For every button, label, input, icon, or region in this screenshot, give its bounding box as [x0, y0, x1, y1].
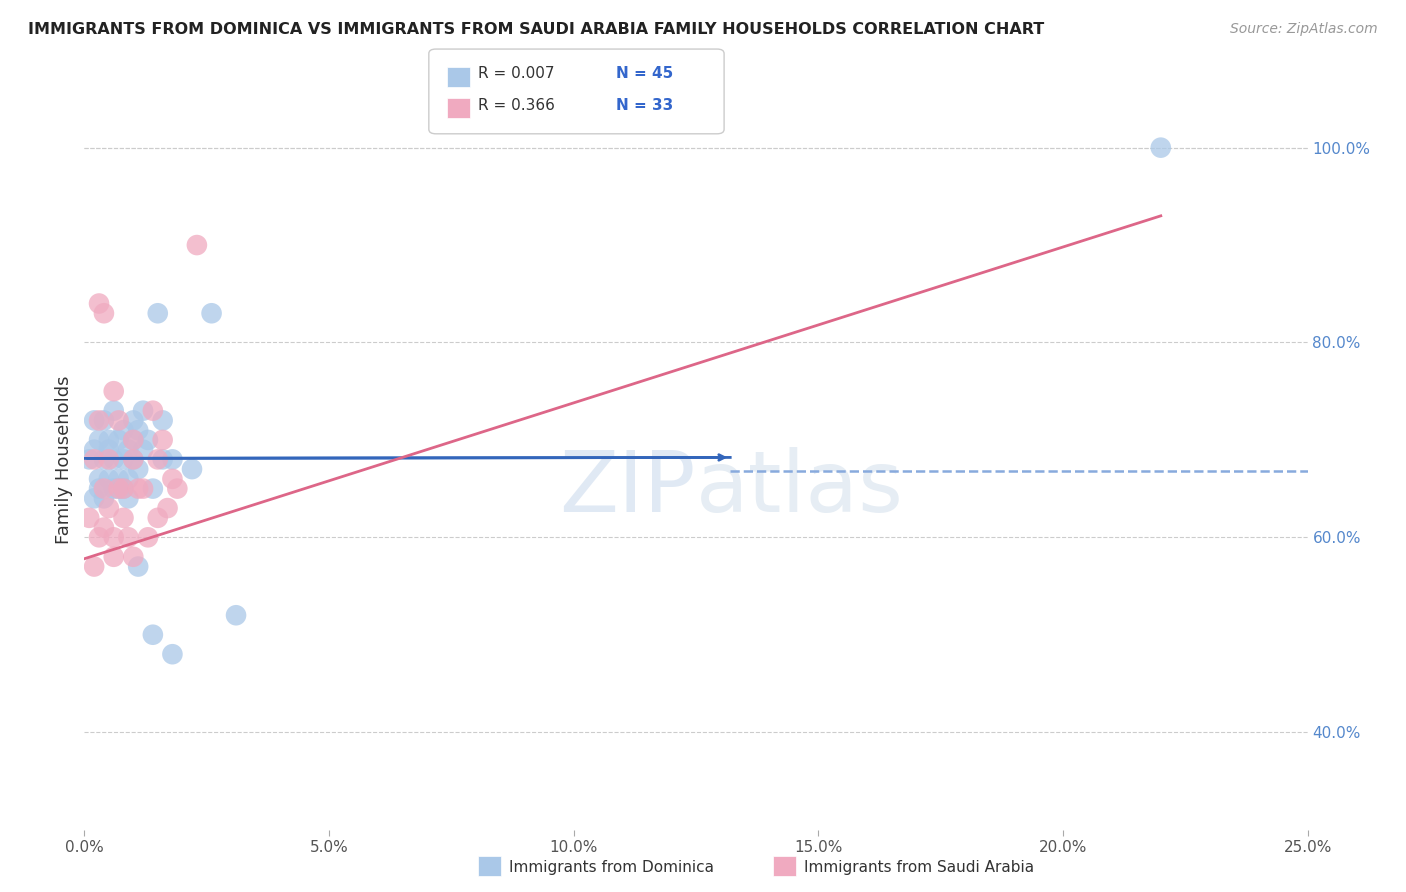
Point [225, 608, 247, 623]
Point [152, 433, 174, 447]
Point [93, 491, 115, 506]
Point [93, 413, 115, 427]
Point [122, 452, 145, 467]
Point [83, 452, 105, 467]
Point [142, 403, 165, 417]
Point [103, 452, 125, 467]
Text: Immigrants from Dominica: Immigrants from Dominica [509, 860, 714, 874]
Point [83, 559, 105, 574]
Point [136, 530, 159, 544]
Point [77, 452, 100, 467]
Point [122, 452, 145, 467]
Point [103, 403, 125, 417]
Point [181, 462, 204, 476]
Point [127, 482, 149, 496]
Point [112, 452, 135, 467]
Point [166, 482, 188, 496]
Y-axis label: Family Households: Family Households [55, 376, 73, 543]
Text: Immigrants from Saudi Arabia: Immigrants from Saudi Arabia [804, 860, 1035, 874]
Point [122, 433, 145, 447]
Point [146, 306, 169, 320]
Point [87, 296, 110, 310]
Point [112, 482, 135, 496]
Point [1150, 141, 1173, 155]
Point [152, 413, 174, 427]
Point [107, 482, 129, 496]
Point [97, 433, 120, 447]
Point [162, 472, 184, 486]
Point [146, 452, 169, 467]
Point [156, 501, 179, 516]
Point [93, 306, 115, 320]
Text: atlas: atlas [696, 448, 904, 531]
Point [117, 491, 139, 506]
Point [117, 472, 139, 486]
Text: Source: ZipAtlas.com: Source: ZipAtlas.com [1230, 22, 1378, 37]
Point [152, 452, 174, 467]
Point [122, 413, 145, 427]
Text: R = 0.007: R = 0.007 [478, 66, 554, 80]
Point [87, 530, 110, 544]
Text: R = 0.366: R = 0.366 [478, 98, 555, 112]
Point [117, 530, 139, 544]
Point [136, 433, 159, 447]
Point [200, 306, 222, 320]
Point [122, 549, 145, 564]
Point [162, 647, 184, 661]
Point [117, 442, 139, 457]
Point [93, 452, 115, 467]
Point [93, 482, 115, 496]
Point [103, 530, 125, 544]
Point [132, 403, 155, 417]
Point [103, 482, 125, 496]
Point [97, 442, 120, 457]
Point [77, 511, 100, 525]
Point [83, 413, 105, 427]
Point [107, 413, 129, 427]
Point [107, 482, 129, 496]
Point [97, 501, 120, 516]
Point [87, 482, 110, 496]
Point [122, 433, 145, 447]
Point [186, 238, 208, 252]
Point [127, 462, 149, 476]
Point [112, 482, 135, 496]
Point [93, 520, 115, 534]
Point [107, 472, 129, 486]
Point [87, 413, 110, 427]
Point [142, 482, 165, 496]
Point [112, 423, 135, 437]
Point [127, 559, 149, 574]
Point [87, 433, 110, 447]
Point [112, 511, 135, 525]
Point [146, 511, 169, 525]
Text: IMMIGRANTS FROM DOMINICA VS IMMIGRANTS FROM SAUDI ARABIA FAMILY HOUSEHOLDS CORRE: IMMIGRANTS FROM DOMINICA VS IMMIGRANTS F… [28, 22, 1045, 37]
Point [103, 549, 125, 564]
Point [97, 452, 120, 467]
Point [103, 384, 125, 399]
Point [107, 433, 129, 447]
Point [127, 423, 149, 437]
Point [162, 452, 184, 467]
Point [142, 628, 165, 642]
Text: N = 33: N = 33 [616, 98, 673, 112]
Point [83, 442, 105, 457]
Text: N = 45: N = 45 [616, 66, 673, 80]
Point [87, 472, 110, 486]
Text: ZIP: ZIP [560, 448, 696, 531]
Point [132, 482, 155, 496]
Point [97, 472, 120, 486]
Point [83, 491, 105, 506]
Point [132, 442, 155, 457]
